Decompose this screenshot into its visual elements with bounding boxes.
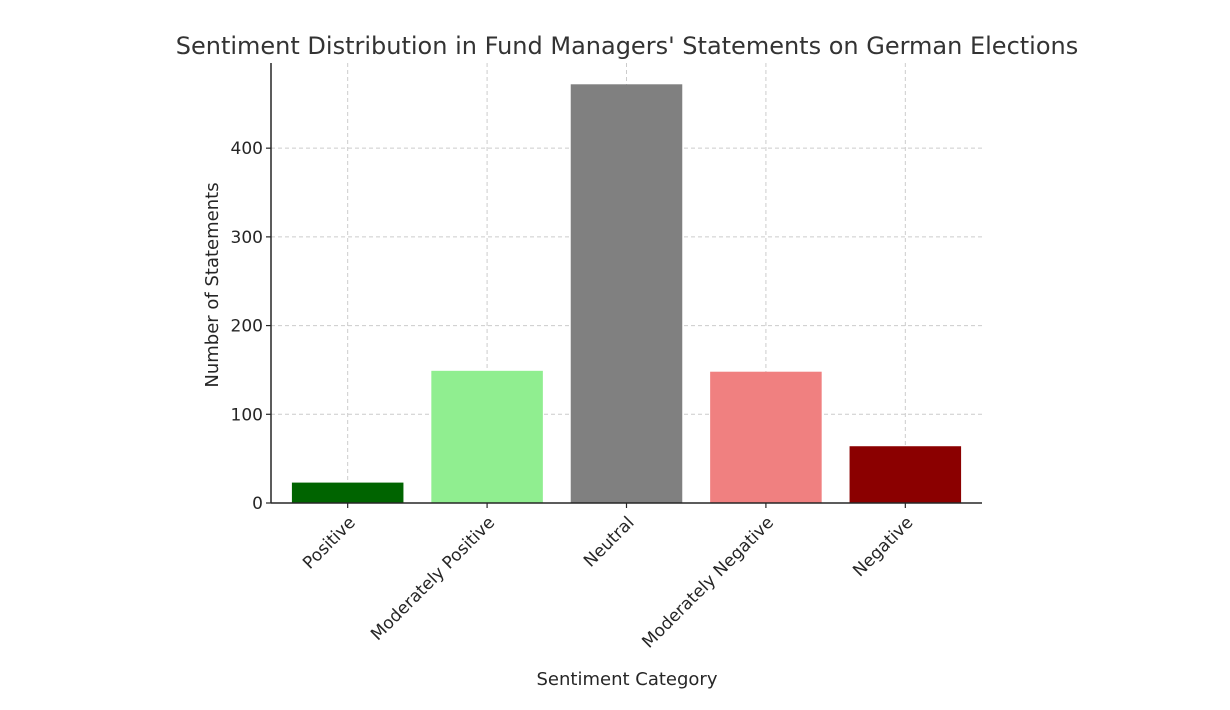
bar-moderately-negative xyxy=(710,371,822,503)
x-tick-label: Neutral xyxy=(580,513,639,572)
y-ticks: 0 100 200 300 400 xyxy=(231,139,271,514)
x-tick-label: Positive xyxy=(299,513,359,573)
y-tick-label: 300 xyxy=(231,228,263,248)
x-tick-label: Moderately Positive xyxy=(367,513,499,645)
y-tick-label: 0 xyxy=(252,494,263,514)
x-axis-label: Sentiment Category xyxy=(537,669,718,690)
x-tick-label: Negative xyxy=(849,513,917,581)
x-tick-label: Moderately Negative xyxy=(638,513,778,653)
x-ticks: Positive Moderately Positive Neutral Modera… xyxy=(299,503,917,652)
bar-neutral xyxy=(570,84,683,504)
y-tick-label: 400 xyxy=(231,139,263,159)
bar-negative xyxy=(849,446,962,503)
chart-title: Sentiment Distribution in Fund Managers'… xyxy=(176,32,1079,60)
y-tick-label: 100 xyxy=(231,405,263,425)
bars xyxy=(291,84,962,504)
y-axis-label: Number of Statements xyxy=(202,182,223,387)
bar-positive xyxy=(291,482,404,503)
y-tick-label: 200 xyxy=(231,317,263,337)
bar-moderately-positive xyxy=(431,370,543,503)
